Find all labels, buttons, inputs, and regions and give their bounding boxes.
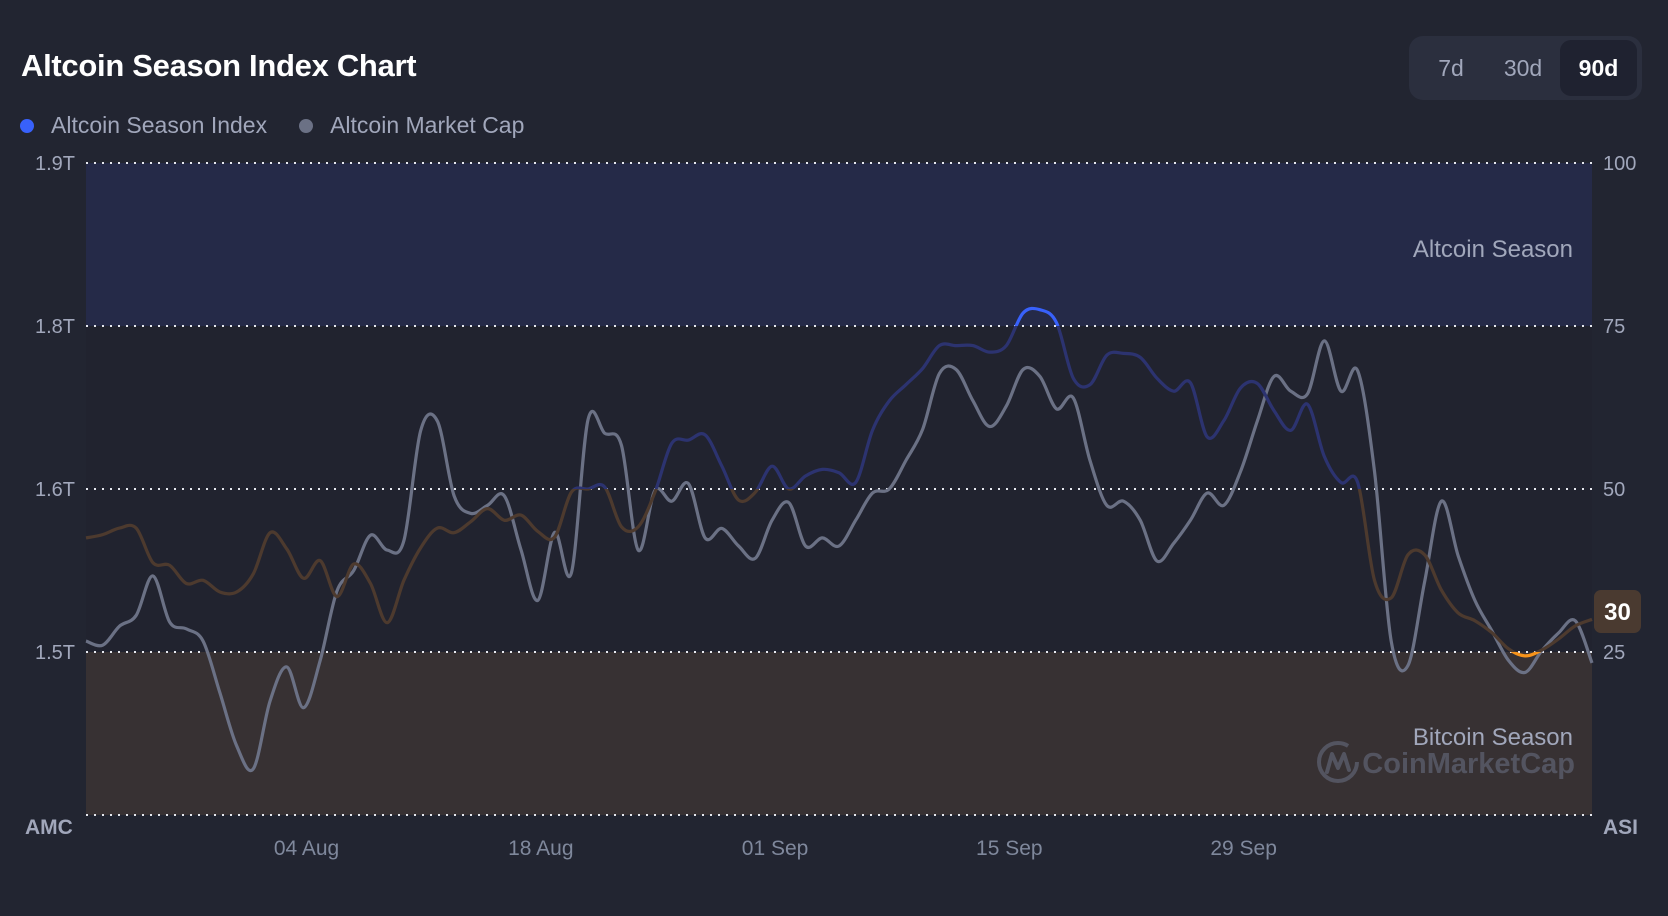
coinmarketcap-logo: CoinMarketCap bbox=[1317, 741, 1575, 783]
legend-dot-icon bbox=[299, 118, 314, 133]
market-cap-line bbox=[85, 339, 1594, 773]
left-tick-label: 1.6T bbox=[35, 479, 75, 501]
right-tick-label: 100 bbox=[1603, 153, 1636, 175]
x-tick-label: 18 Aug bbox=[508, 837, 573, 860]
right-tick-label: 75 bbox=[1603, 316, 1625, 338]
altcoin-season-zone bbox=[86, 163, 1592, 326]
bitcoin-season-zone bbox=[86, 652, 1592, 815]
bitcoin-season-label: Bitcoin Season bbox=[1413, 724, 1573, 751]
watermark-text: CoinMarketCap bbox=[1362, 748, 1575, 780]
page-title: Altcoin Season Index Chart bbox=[21, 48, 417, 83]
current-value-badge: 30 bbox=[1594, 590, 1641, 633]
legend-label: Altcoin Market Cap bbox=[330, 112, 525, 138]
legend-item-asi[interactable]: Altcoin Season Index bbox=[20, 112, 267, 139]
chart-legend: Altcoin Season Index Altcoin Market Cap bbox=[20, 112, 556, 139]
asi-line bbox=[85, 306, 1593, 658]
range-30d-button[interactable]: 30d bbox=[1503, 55, 1543, 81]
range-toggle: 7d 30d 90d bbox=[1409, 36, 1642, 100]
legend-dot-icon bbox=[20, 118, 34, 133]
x-tick-label: 01 Sep bbox=[742, 837, 809, 860]
left-tick-label: 1.8T bbox=[35, 316, 75, 338]
legend-label: Altcoin Season Index bbox=[51, 112, 268, 138]
x-tick-label: 15 Sep bbox=[976, 837, 1043, 860]
x-tick-label: 29 Sep bbox=[1210, 837, 1277, 860]
altcoin-season-label: Altcoin Season bbox=[1413, 236, 1573, 263]
legend-item-market-cap[interactable]: Altcoin Market Cap bbox=[299, 112, 524, 139]
right-tick-label: 50 bbox=[1603, 479, 1625, 501]
current-value-text: 30 bbox=[1604, 599, 1631, 626]
left-axis-label: AMC bbox=[25, 816, 73, 839]
range-90d-button[interactable]: 90d bbox=[1560, 40, 1637, 96]
right-axis-label: ASI bbox=[1603, 816, 1638, 839]
left-tick-label: 1.9T bbox=[35, 153, 75, 175]
left-tick-label: 1.5T bbox=[35, 642, 75, 664]
range-7d-button[interactable]: 7d bbox=[1438, 55, 1464, 81]
right-tick-label: 25 bbox=[1603, 642, 1625, 664]
cmc-logo-icon bbox=[1317, 741, 1359, 783]
x-tick-label: 04 Aug bbox=[274, 837, 339, 860]
